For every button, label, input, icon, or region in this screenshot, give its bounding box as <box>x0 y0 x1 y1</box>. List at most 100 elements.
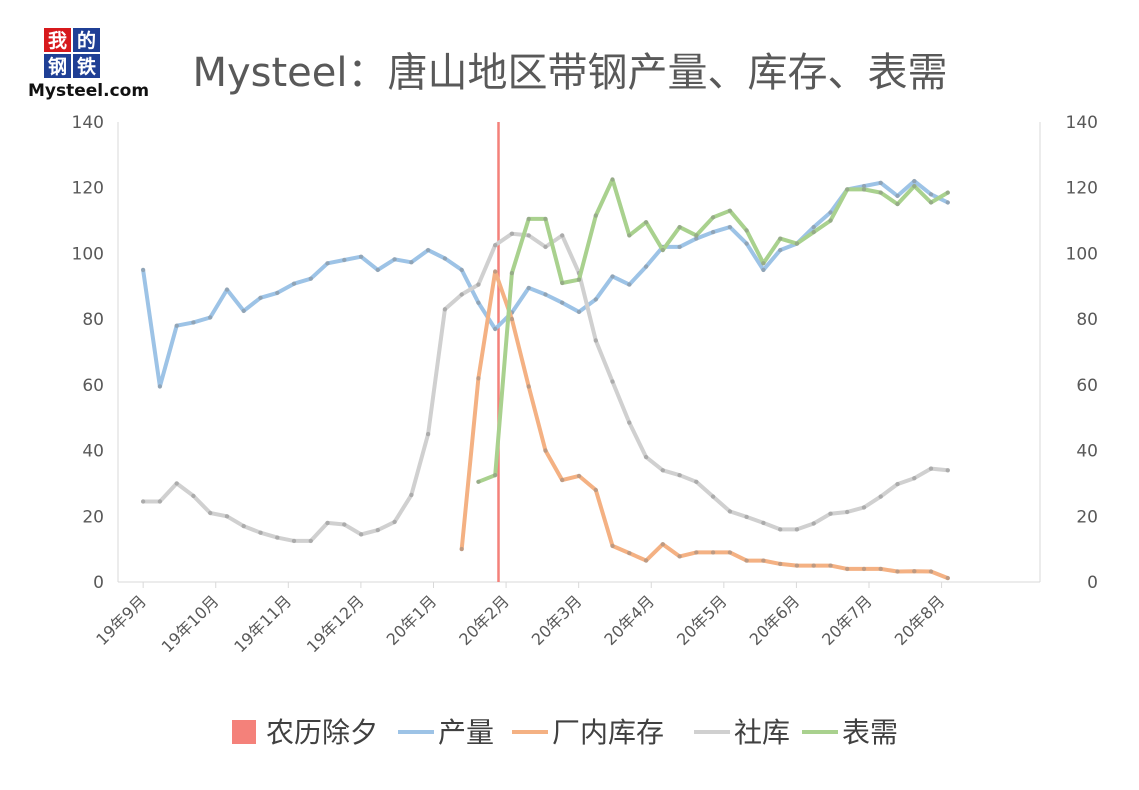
series-point <box>945 190 950 195</box>
series-group <box>140 177 950 581</box>
series-point <box>241 523 246 529</box>
series-point <box>811 229 816 235</box>
logo-box-de <box>73 28 100 52</box>
series-point <box>878 180 883 185</box>
series-point <box>476 479 481 484</box>
series-point <box>794 527 800 532</box>
series-point <box>241 308 246 314</box>
series-point <box>895 481 900 487</box>
series-point <box>794 241 800 246</box>
series-point <box>576 473 582 479</box>
x-tick-label: 20年6月 <box>746 591 804 649</box>
y-tick-right: 40 <box>1076 442 1098 462</box>
series-point <box>912 476 917 481</box>
series-point <box>811 224 816 230</box>
series-point <box>258 295 263 300</box>
series-point <box>325 520 330 526</box>
series-point <box>710 550 716 555</box>
series-point <box>677 473 682 478</box>
series-point <box>828 218 833 223</box>
series-point <box>576 309 582 315</box>
series-line <box>459 269 950 581</box>
series-point <box>375 267 380 273</box>
series-3 <box>476 177 950 484</box>
series-point <box>308 538 313 544</box>
series-point <box>593 487 598 493</box>
series-point <box>660 542 665 547</box>
series-point <box>861 183 867 189</box>
series-point <box>861 566 867 572</box>
series-point <box>140 499 146 504</box>
series-point <box>845 509 850 515</box>
series-point <box>275 535 280 540</box>
series-point <box>342 522 347 527</box>
series-point <box>861 187 867 192</box>
series-point <box>710 494 716 499</box>
series-point <box>543 244 548 250</box>
series-point <box>593 213 598 218</box>
series-point <box>928 466 934 471</box>
series-point <box>660 247 665 253</box>
series-point <box>727 509 733 514</box>
series-point <box>493 243 498 248</box>
series-point <box>727 224 733 230</box>
series-point <box>895 201 900 207</box>
series-point <box>560 477 565 483</box>
series-point <box>509 270 515 276</box>
y-tick-left: 140 <box>72 113 104 133</box>
mysteel-logo: 我 的 钢 铁 Mysteel.com <box>28 28 149 101</box>
series-point <box>945 200 950 205</box>
series-point <box>459 267 464 273</box>
series-point <box>744 228 749 233</box>
series-point <box>409 492 414 498</box>
series-point <box>627 282 632 287</box>
series-point <box>727 208 733 213</box>
y-tick-left: 60 <box>82 376 104 396</box>
series-point <box>191 493 196 499</box>
chart-title: Mysteel：唐山地区带钢产量、库存、表需 <box>192 50 947 96</box>
series-2 <box>140 231 950 544</box>
series-point <box>358 532 364 537</box>
y-tick-left: 20 <box>82 507 104 527</box>
series-point <box>459 292 464 297</box>
series-point <box>845 566 850 572</box>
x-tick-label: 20年1月 <box>383 591 441 649</box>
series-point <box>928 200 934 205</box>
series-point <box>744 241 749 246</box>
series-point <box>778 527 783 532</box>
x-tick-label: 19年10月 <box>158 591 223 656</box>
series-point <box>610 177 615 182</box>
series-point <box>476 282 481 287</box>
series-point <box>560 280 565 286</box>
y-tick-right: 80 <box>1076 310 1098 330</box>
series-point <box>878 566 883 572</box>
series-point <box>811 521 816 526</box>
x-tick-label: 19年9月 <box>92 591 150 649</box>
x-tick-label: 20年4月 <box>600 591 658 649</box>
series-point <box>526 384 531 389</box>
x-tick-label: 20年8月 <box>891 591 949 649</box>
x-tick-label: 20年3月 <box>528 591 586 649</box>
series-point <box>291 538 297 544</box>
series-point <box>560 233 565 238</box>
series-point <box>442 256 448 261</box>
x-tick-label: 19年12月 <box>303 591 368 656</box>
series-point <box>627 550 632 556</box>
series-point <box>526 233 531 238</box>
series-point <box>493 326 498 332</box>
series-point <box>627 233 632 238</box>
series-point <box>677 224 682 230</box>
y-tick-left: 120 <box>72 179 104 199</box>
legend-label: 产量 <box>438 716 494 749</box>
series-point <box>694 233 699 238</box>
series-point <box>425 247 431 253</box>
series-point <box>794 563 800 568</box>
logo-char-wo: 我 <box>48 30 67 52</box>
series-point <box>409 260 414 265</box>
series-line <box>141 231 950 543</box>
series-point <box>593 338 598 343</box>
y-tick-left: 0 <box>93 573 104 593</box>
series-point <box>761 520 766 526</box>
series-point <box>610 274 615 279</box>
